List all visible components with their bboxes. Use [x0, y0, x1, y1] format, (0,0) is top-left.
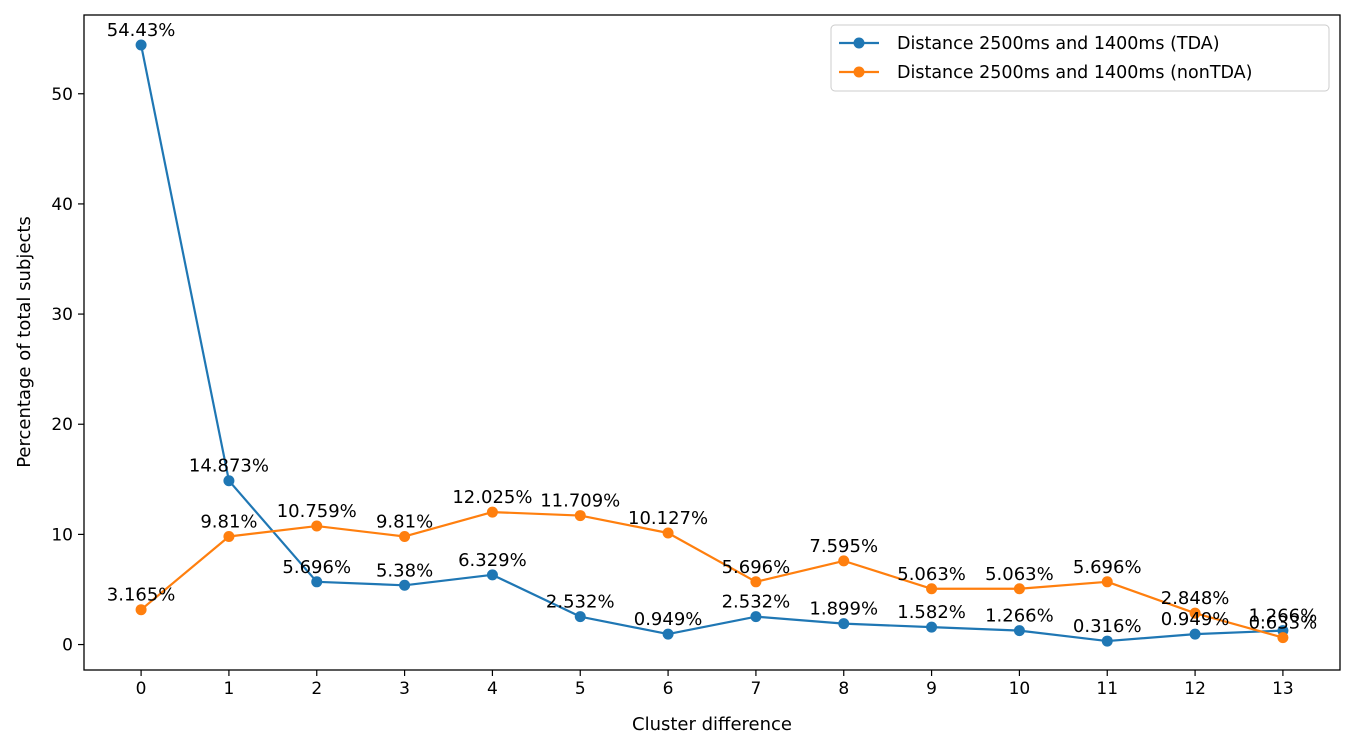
data-point-tda — [1189, 628, 1201, 640]
data-label-tda: 2.532% — [722, 592, 791, 613]
data-point-tda — [399, 579, 411, 591]
data-label-tda: 1.899% — [809, 599, 878, 620]
data-point-nontda — [926, 583, 938, 595]
x-tick-label: 6 — [663, 679, 674, 699]
data-label-nontda: 7.595% — [809, 536, 878, 557]
legend-label-nontda: Distance 2500ms and 1400ms (nonTDA) — [897, 63, 1252, 83]
x-axis-label: Cluster difference — [632, 714, 792, 735]
plot-frame — [83, 14, 1341, 671]
data-point-nontda — [223, 530, 235, 542]
data-point-tda — [662, 628, 674, 640]
series-line-nontda — [140, 510, 1284, 639]
data-point-tda — [574, 611, 586, 623]
data-label-nontda: 12.025% — [452, 487, 532, 508]
y-tick-label: 30 — [51, 305, 73, 325]
data-point-nontda — [135, 604, 147, 616]
y-tick-label: 50 — [51, 85, 73, 105]
y-axis-label: Percentage of total subjects — [14, 216, 35, 468]
data-label-nontda: 2.848% — [1161, 588, 1230, 609]
data-label-tda: 6.329% — [458, 550, 527, 571]
x-tick-label: 1 — [224, 679, 235, 699]
x-tick-label: 10 — [1009, 679, 1031, 699]
data-label-tda: 2.532% — [546, 592, 615, 613]
x-tick-label: 5 — [575, 679, 586, 699]
data-label-nontda: 5.063% — [897, 564, 966, 585]
y-tick-label: 0 — [62, 636, 73, 656]
data-label-nontda: 9.81% — [200, 511, 257, 532]
data-point-nontda — [1277, 632, 1289, 644]
data-label-tda: 54.43% — [107, 20, 176, 41]
data-point-nontda — [750, 576, 762, 588]
data-point-tda — [135, 39, 147, 51]
data-label-tda: 0.949% — [1161, 609, 1230, 630]
x-tick-label: 12 — [1184, 679, 1206, 699]
data-label-tda: 0.949% — [634, 609, 703, 630]
legend-box — [830, 24, 1330, 92]
data-labels-layer: 54.43% 14.873% 5.696% 5.38% 6.329% 2.532% 0.94… — [107, 20, 1317, 637]
data-label-tda: 5.38% — [376, 560, 433, 581]
data-label-nontda: 3.165% — [107, 585, 176, 606]
data-label-nontda: 0.633% — [1249, 613, 1318, 634]
data-label-nontda: 9.81% — [376, 511, 433, 532]
x-tick-label: 0 — [136, 679, 147, 699]
data-point-tda — [223, 475, 235, 487]
x-tick-label: 7 — [751, 679, 762, 699]
data-label-tda: 1.266% — [985, 606, 1054, 627]
series-layer — [135, 39, 1289, 647]
data-point-nontda — [1189, 607, 1201, 619]
data-point-nontda — [311, 520, 323, 532]
legend-marker-tda — [853, 37, 865, 49]
data-label-nontda: 11.709% — [540, 491, 620, 512]
data-point-nontda — [1101, 576, 1113, 588]
legend-label-tda: Distance 2500ms and 1400ms (TDA) — [897, 34, 1220, 54]
x-tick-label: 8 — [838, 679, 849, 699]
y-axis: 0 10 20 30 40 50 — [51, 85, 84, 656]
data-label-tda: 5.696% — [282, 557, 351, 578]
y-tick-label: 40 — [51, 195, 73, 215]
data-label-nontda: 5.063% — [985, 564, 1054, 585]
x-tick-label: 4 — [487, 679, 498, 699]
data-point-nontda — [574, 510, 586, 522]
data-point-tda — [1013, 625, 1025, 637]
data-point-tda — [750, 611, 762, 623]
data-point-nontda — [399, 530, 411, 542]
legend: Distance 2500ms and 1400ms (TDA) Distanc… — [830, 24, 1330, 92]
legend-marker-nontda — [853, 66, 865, 78]
data-label-tda: 1.266% — [1249, 606, 1318, 627]
x-tick-label: 13 — [1272, 679, 1294, 699]
x-axis: 0 1 2 3 4 5 6 7 8 9 10 11 12 13 — [136, 670, 1294, 699]
data-label-nontda: 10.759% — [277, 501, 357, 522]
x-tick-label: 2 — [311, 679, 322, 699]
data-label-nontda: 5.696% — [1073, 557, 1142, 578]
data-label-nontda: 5.696% — [722, 557, 791, 578]
series-line-tda — [140, 44, 1283, 643]
data-point-nontda — [486, 506, 498, 518]
data-label-tda: 1.582% — [897, 602, 966, 623]
data-label-tda: 0.316% — [1073, 616, 1142, 637]
data-point-nontda — [662, 527, 674, 539]
data-point-tda — [838, 618, 850, 630]
data-point-nontda — [1013, 583, 1025, 595]
x-tick-label: 11 — [1096, 679, 1118, 699]
data-point-tda — [311, 576, 323, 588]
y-tick-label: 20 — [51, 415, 73, 435]
data-point-tda — [486, 569, 498, 581]
data-point-tda — [926, 621, 938, 633]
data-label-tda: 14.873% — [189, 456, 269, 477]
x-tick-label: 9 — [926, 679, 937, 699]
data-point-nontda — [838, 555, 850, 567]
data-point-tda — [1101, 635, 1113, 647]
x-tick-label: 3 — [399, 679, 410, 699]
data-label-nontda: 10.127% — [628, 508, 708, 529]
y-tick-label: 10 — [51, 525, 73, 545]
